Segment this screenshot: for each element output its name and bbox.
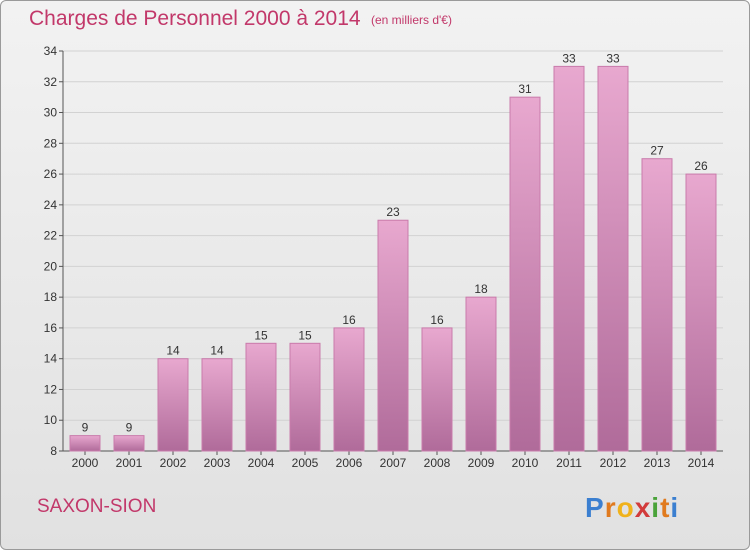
bar (597, 65, 629, 452)
x-tick-label: 2001 (116, 456, 143, 470)
data-label: 18 (474, 282, 488, 296)
y-tick-label: 14 (44, 352, 58, 366)
data-label: 26 (694, 159, 708, 173)
x-tick-label: 2003 (204, 456, 231, 470)
y-tick-label: 20 (44, 259, 58, 273)
bar (509, 96, 541, 452)
bar (421, 327, 453, 452)
y-tick-label: 18 (44, 290, 58, 304)
data-label: 33 (562, 51, 576, 65)
svg-text:Proxiti: Proxiti (585, 492, 679, 523)
bar (377, 219, 409, 452)
y-tick-label: 34 (44, 44, 58, 58)
data-label: 14 (166, 344, 180, 358)
data-label: 31 (518, 82, 532, 96)
bar (553, 65, 585, 452)
bars (69, 65, 717, 452)
x-tick-label: 2004 (248, 456, 275, 470)
chart-title: Charges de Personnel 2000 à 2014 (29, 7, 361, 30)
y-tick-label: 22 (44, 229, 58, 243)
data-label: 27 (650, 144, 664, 158)
tick-labels: 8 10 12 14 16 18 20 22 24 26 28 30 32 34 2000 2001 2002 2… (44, 44, 715, 470)
data-label: 9 (126, 421, 133, 435)
bar (289, 342, 321, 452)
bar (245, 342, 277, 452)
data-label: 9 (82, 421, 89, 435)
x-tick-label: 2008 (424, 456, 451, 470)
x-tick-label: 2002 (160, 456, 187, 470)
y-tick-label: 12 (44, 382, 58, 396)
x-tick-label: 2010 (512, 456, 539, 470)
x-tick-label: 2005 (292, 456, 319, 470)
y-tick-label: 24 (44, 198, 58, 212)
bar (157, 358, 189, 452)
proxiti-logo: Proxiti (585, 492, 679, 523)
bar (465, 296, 497, 452)
data-label: 16 (430, 313, 444, 327)
bar (641, 158, 673, 452)
x-tick-label: 2009 (468, 456, 495, 470)
bar-chart: 9 9 14 14 15 15 16 23 16 18 31 33 33 27 26 8 10 12 14 16 18… (44, 44, 723, 470)
data-labels: 9 9 14 14 15 15 16 23 16 18 31 33 33 27 26 (82, 51, 708, 434)
x-tick-label: 2007 (380, 456, 407, 470)
commune-name: SAXON-SION (37, 496, 157, 517)
x-tick-label: 2013 (644, 456, 671, 470)
y-tick-label: 8 (50, 444, 57, 458)
y-tick-label: 16 (44, 321, 58, 335)
bar (113, 435, 145, 452)
y-tick-label: 26 (44, 167, 58, 181)
y-tick-label: 32 (44, 75, 58, 89)
x-tick-label: 2011 (556, 456, 582, 470)
data-label: 15 (298, 328, 312, 342)
bar (201, 358, 233, 452)
data-label: 15 (254, 328, 268, 342)
x-tick-label: 2014 (688, 456, 715, 470)
data-label: 33 (606, 51, 620, 65)
data-label: 23 (386, 205, 400, 219)
bar (69, 435, 101, 452)
data-label: 14 (210, 344, 224, 358)
y-tick-label: 28 (44, 136, 58, 150)
bar (333, 327, 365, 452)
x-tick-label: 2012 (600, 456, 627, 470)
y-tick-label: 30 (44, 106, 58, 120)
x-tick-label: 2006 (336, 456, 363, 470)
x-tick-label: 2000 (72, 456, 99, 470)
y-tick-label: 10 (44, 413, 58, 427)
data-label: 16 (342, 313, 356, 327)
bar (685, 173, 717, 452)
chart-subtitle: (en milliers d'€) (371, 13, 452, 27)
